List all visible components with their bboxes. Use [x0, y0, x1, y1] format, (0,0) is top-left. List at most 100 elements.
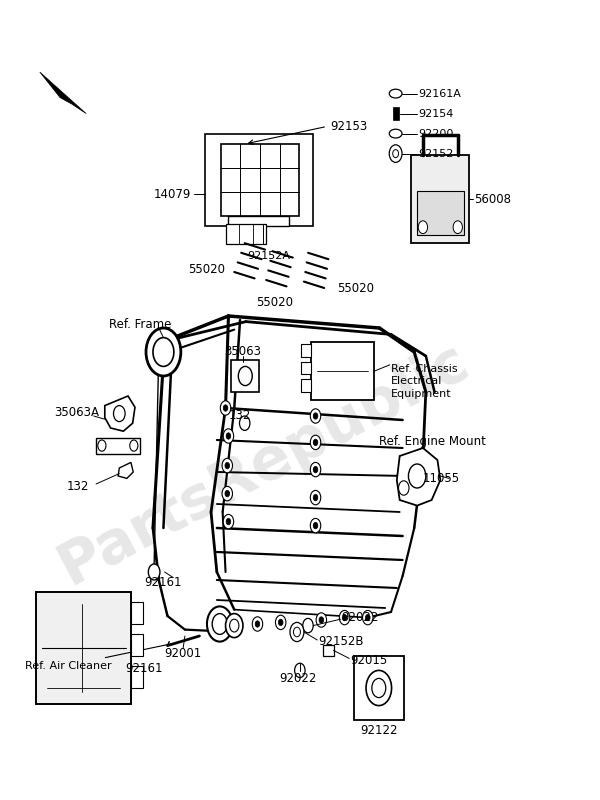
- Circle shape: [303, 618, 313, 633]
- Bar: [229, 216, 289, 226]
- Circle shape: [313, 413, 318, 419]
- Circle shape: [223, 429, 233, 443]
- Text: 92161A: 92161A: [418, 89, 461, 98]
- Circle shape: [130, 440, 138, 451]
- Circle shape: [223, 405, 228, 411]
- Polygon shape: [105, 396, 135, 431]
- Text: 55020: 55020: [188, 263, 226, 276]
- Circle shape: [295, 663, 305, 678]
- Text: 35063: 35063: [224, 345, 262, 358]
- Bar: [131, 666, 143, 688]
- Circle shape: [153, 338, 174, 366]
- Circle shape: [319, 617, 323, 623]
- Text: 92161: 92161: [125, 662, 163, 675]
- Text: 92200: 92200: [418, 129, 454, 138]
- Circle shape: [372, 678, 386, 698]
- Circle shape: [207, 606, 233, 642]
- Text: 92153: 92153: [330, 120, 367, 133]
- Bar: [417, 191, 464, 235]
- Text: 92122: 92122: [361, 724, 398, 737]
- Circle shape: [146, 328, 181, 376]
- Circle shape: [313, 439, 318, 446]
- Text: Ref. Engine Mount: Ref. Engine Mount: [379, 435, 486, 448]
- Circle shape: [310, 462, 321, 477]
- Text: 92154: 92154: [418, 109, 454, 118]
- Bar: [36, 592, 131, 704]
- Bar: [311, 342, 374, 400]
- Bar: [131, 634, 143, 656]
- Circle shape: [255, 621, 260, 627]
- Bar: [226, 224, 266, 244]
- Circle shape: [239, 416, 250, 430]
- Polygon shape: [40, 72, 86, 114]
- Circle shape: [409, 464, 426, 488]
- Circle shape: [98, 440, 106, 451]
- Text: 11055: 11055: [423, 472, 460, 485]
- Circle shape: [366, 670, 392, 706]
- Bar: [412, 155, 469, 243]
- Text: 92152: 92152: [418, 149, 454, 158]
- Circle shape: [313, 494, 318, 501]
- Text: Ref. Frame: Ref. Frame: [109, 318, 172, 331]
- Circle shape: [342, 614, 347, 621]
- Text: 132: 132: [67, 480, 89, 493]
- Ellipse shape: [389, 130, 402, 138]
- Text: 132: 132: [229, 409, 251, 422]
- Circle shape: [293, 627, 301, 637]
- Text: 92015: 92015: [350, 654, 388, 666]
- Circle shape: [398, 481, 409, 495]
- Bar: [394, 107, 398, 120]
- Polygon shape: [397, 448, 440, 506]
- Circle shape: [418, 221, 428, 234]
- Text: 92152A: 92152A: [248, 251, 290, 261]
- Circle shape: [313, 522, 318, 529]
- Circle shape: [225, 490, 230, 497]
- Bar: [323, 645, 334, 656]
- Circle shape: [389, 145, 402, 162]
- Text: 92022: 92022: [280, 672, 317, 685]
- Text: 56008: 56008: [475, 193, 512, 206]
- Circle shape: [226, 614, 243, 638]
- Bar: [221, 144, 299, 216]
- Circle shape: [222, 486, 233, 501]
- Text: 92152B: 92152B: [319, 635, 364, 648]
- Bar: [96, 438, 140, 454]
- Circle shape: [365, 614, 370, 621]
- Circle shape: [238, 366, 252, 386]
- Circle shape: [310, 435, 321, 450]
- Circle shape: [310, 409, 321, 423]
- Circle shape: [310, 518, 321, 533]
- Bar: [232, 360, 259, 392]
- Circle shape: [226, 518, 231, 525]
- Circle shape: [226, 433, 231, 439]
- Circle shape: [393, 150, 398, 158]
- Circle shape: [252, 617, 263, 631]
- Text: 14079: 14079: [154, 188, 191, 201]
- Circle shape: [148, 564, 160, 580]
- Text: 55020: 55020: [256, 296, 293, 309]
- Text: 55020: 55020: [338, 282, 374, 294]
- Text: Ref. Air Cleaner: Ref. Air Cleaner: [25, 662, 112, 671]
- Text: 92022: 92022: [341, 611, 379, 624]
- Circle shape: [310, 490, 321, 505]
- Text: 92001: 92001: [164, 647, 202, 660]
- Circle shape: [290, 622, 304, 642]
- Circle shape: [340, 610, 350, 625]
- Text: Ref. Chassis
Electrical
Equipment: Ref. Chassis Electrical Equipment: [391, 364, 458, 398]
- Bar: [355, 656, 404, 720]
- Circle shape: [222, 458, 233, 473]
- Circle shape: [212, 614, 227, 634]
- Circle shape: [278, 619, 283, 626]
- Circle shape: [453, 221, 463, 234]
- Circle shape: [313, 466, 318, 473]
- Circle shape: [223, 514, 233, 529]
- Bar: [301, 344, 311, 357]
- Bar: [131, 602, 143, 624]
- Bar: [301, 379, 311, 392]
- Text: 92161: 92161: [144, 576, 182, 589]
- Bar: [205, 134, 313, 226]
- Circle shape: [113, 406, 125, 422]
- Circle shape: [220, 401, 231, 415]
- Bar: [301, 362, 311, 374]
- Circle shape: [316, 613, 326, 627]
